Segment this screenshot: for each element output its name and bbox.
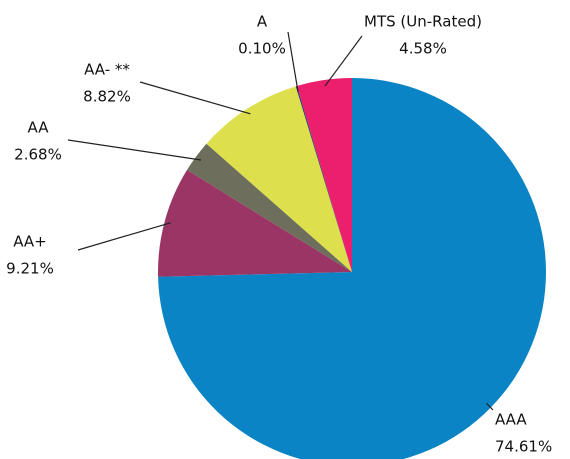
pie-slice [158,169,352,277]
pie-slice [295,85,352,272]
slice-value: 4.58% [399,40,447,58]
leader-line [324,35,363,87]
leader-line [67,139,202,161]
slice-value: 8.82% [83,88,131,106]
slice-label: AAA [495,411,527,429]
leader-line [139,81,251,115]
pie-slice [206,86,352,272]
slice-label: MTS (Un-Rated) [364,13,482,31]
slice-value: 9.21% [6,260,54,278]
pie-slice [187,143,352,272]
slice-value: 2.68% [14,146,62,164]
slice-value: 0.10% [238,40,286,58]
leader-line [77,222,171,251]
leader-line [486,402,494,411]
slice-label: AA- ** [84,61,130,79]
slice-label: A [257,13,268,31]
leader-line [287,31,299,92]
slice-label: AA [28,119,50,137]
slice-value: 74.61% [495,438,552,456]
pie-slice [158,78,546,459]
pie-slice [296,78,352,272]
slice-label: AA+ [13,233,47,251]
